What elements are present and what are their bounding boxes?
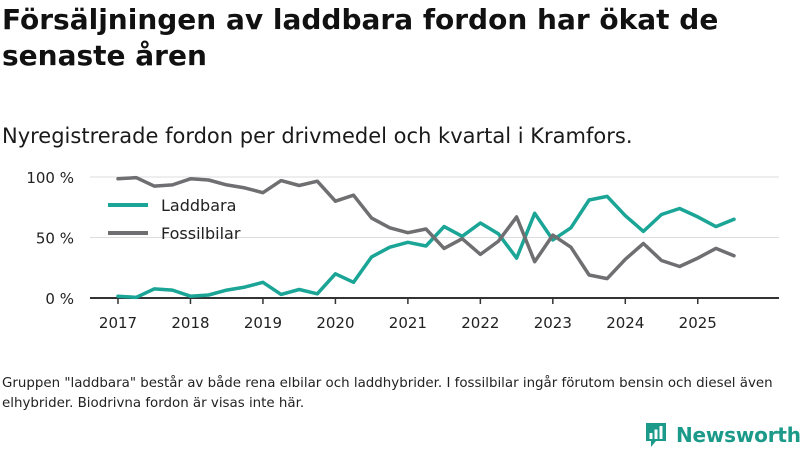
x-tick-label: 2023 (534, 314, 572, 332)
chart-subtitle: Nyregistrerade fordon per drivmedel och … (2, 124, 633, 148)
data-point-laddbara (533, 212, 536, 215)
data-point-laddbara (153, 287, 156, 290)
data-point-fossilbilar (461, 237, 464, 240)
data-point-fossilbilar (642, 242, 645, 245)
data-point-fossilbilar (280, 179, 283, 182)
data-point-laddbara (388, 246, 391, 249)
data-point-fossilbilar (243, 186, 246, 189)
data-point-fossilbilar (406, 231, 409, 234)
newsworthy-logo-icon (646, 423, 666, 447)
data-point-fossilbilar (515, 215, 518, 218)
data-point-laddbara (171, 289, 174, 292)
data-point-laddbara (714, 225, 717, 228)
legend-label-fossilbilar: Fossilbilar (161, 224, 241, 243)
data-point-fossilbilar (714, 247, 717, 250)
y-tick-label: 0 % (45, 290, 74, 308)
data-point-laddbara (497, 232, 500, 235)
x-tick-label: 2025 (679, 314, 717, 332)
data-point-fossilbilar (443, 247, 446, 250)
data-point-fossilbilar (117, 177, 120, 180)
data-point-laddbara (515, 257, 518, 260)
data-point-fossilbilar (569, 246, 572, 249)
data-point-fossilbilar (370, 217, 373, 220)
data-point-laddbara (406, 241, 409, 244)
data-point-fossilbilar (533, 260, 536, 263)
series-line-laddbara (116, 194, 736, 300)
x-tick-label: 2019 (244, 314, 282, 332)
data-point-fossilbilar (425, 228, 428, 231)
data-point-laddbara (443, 225, 446, 228)
data-point-fossilbilar (606, 277, 609, 280)
data-point-laddbara (588, 198, 591, 201)
data-point-fossilbilar (660, 259, 663, 262)
data-point-fossilbilar (388, 226, 391, 229)
data-point-fossilbilar (497, 240, 500, 243)
data-point-laddbara (479, 221, 482, 224)
data-point-fossilbilar (551, 234, 554, 237)
data-point-laddbara (280, 293, 283, 296)
x-tick-label: 2018 (171, 314, 209, 332)
data-point-fossilbilar (479, 253, 482, 256)
data-point-fossilbilar (334, 200, 337, 203)
data-point-laddbara (696, 215, 699, 218)
data-point-fossilbilar (298, 184, 301, 187)
data-point-fossilbilar (678, 265, 681, 268)
data-point-laddbara (678, 207, 681, 210)
data-point-fossilbilar (624, 258, 627, 261)
data-point-laddbara (606, 195, 609, 198)
x-tick-label: 2021 (389, 314, 427, 332)
data-point-laddbara (189, 295, 192, 298)
data-point-fossilbilar (135, 176, 138, 179)
series-line-fossilbilar (116, 175, 736, 281)
data-point-laddbara (135, 296, 138, 299)
data-point-laddbara (261, 281, 264, 284)
data-point-laddbara (225, 289, 228, 292)
data-point-laddbara (733, 218, 736, 221)
data-point-laddbara (243, 286, 246, 289)
data-point-laddbara (298, 288, 301, 291)
y-tick-label: 100 % (26, 169, 74, 187)
brand-name: Newsworthy (676, 423, 800, 447)
data-point-fossilbilar (316, 180, 319, 183)
data-point-laddbara (425, 244, 428, 247)
data-point-fossilbilar (352, 194, 355, 197)
x-tick-label: 2020 (316, 314, 354, 332)
data-point-laddbara (117, 295, 120, 298)
data-point-fossilbilar (207, 179, 210, 182)
data-point-fossilbilar (171, 183, 174, 186)
data-point-laddbara (207, 293, 210, 296)
data-point-laddbara (642, 230, 645, 233)
data-point-fossilbilar (153, 185, 156, 188)
x-tick-label: 2022 (461, 314, 499, 332)
data-point-fossilbilar (261, 191, 264, 194)
x-tick-label: 2024 (606, 314, 644, 332)
data-point-laddbara (569, 226, 572, 229)
footnote: Gruppen "laddbara" består av både rena e… (2, 376, 773, 411)
data-point-laddbara (352, 281, 355, 284)
data-point-laddbara (316, 292, 319, 295)
line-chart: 0 % 50 % 100 % 2017 2018 2019 2020 2021 2022 2023… (26, 169, 779, 332)
y-tick-label: 50 % (36, 230, 74, 248)
legend-label-laddbara: Laddbara (161, 196, 236, 215)
chart-title: Försäljningen av laddbara fordon har öka… (2, 3, 719, 72)
data-point-fossilbilar (696, 257, 699, 260)
data-point-laddbara (370, 255, 373, 258)
data-point-laddbara (660, 213, 663, 216)
x-tick-label: 2017 (99, 314, 137, 332)
data-point-laddbara (334, 272, 337, 275)
data-point-fossilbilar (225, 183, 228, 186)
data-point-fossilbilar (189, 177, 192, 180)
data-point-fossilbilar (588, 274, 591, 277)
data-point-fossilbilar (733, 254, 736, 257)
data-point-laddbara (624, 214, 627, 217)
newsworthy-logo: Newsworthy (644, 418, 800, 450)
